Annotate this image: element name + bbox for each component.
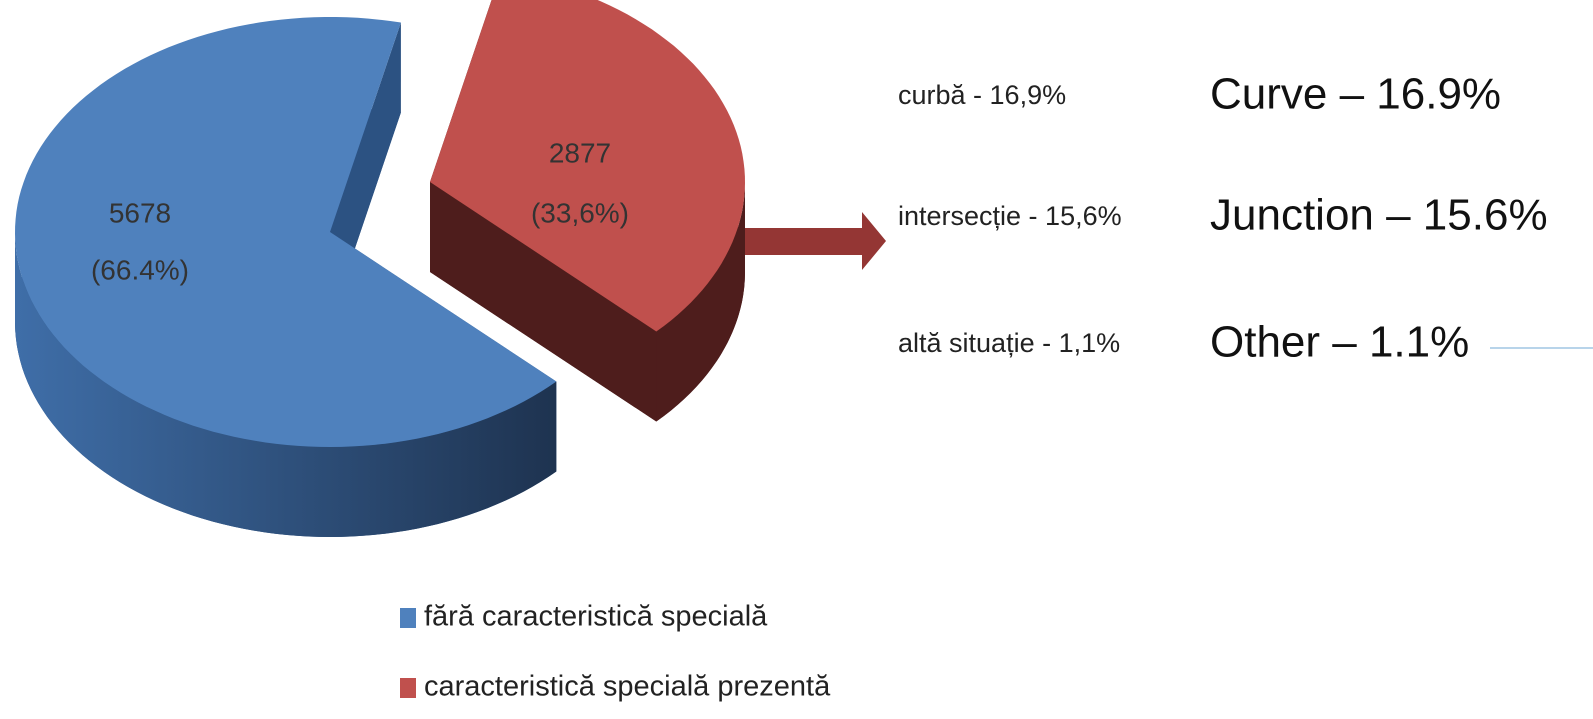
breakdown-label: altă situație - 1,1%: [898, 328, 1120, 358]
breakdown-translation: Junction – 15.6%: [1210, 191, 1548, 240]
legend-swatch: [400, 678, 416, 698]
slice-group: [430, 0, 745, 422]
pie-slice: [430, 0, 745, 332]
data-label: 2877: [549, 137, 611, 168]
slice-cut-face: [430, 182, 657, 422]
data-label: 5678: [109, 197, 171, 228]
slice-group: [15, 17, 557, 537]
pie-slice: [15, 17, 557, 447]
breakdown-translation: Other – 1.1%: [1210, 318, 1469, 367]
breakdown-label: curbă - 16,9%: [898, 80, 1066, 110]
breakdown-translation: Curve – 16.9%: [1210, 70, 1501, 119]
slice-wall: [15, 232, 557, 537]
arrow: [725, 212, 886, 270]
legend-swatch: [400, 608, 416, 628]
breakdown-label: intersecție - 15,6%: [898, 201, 1122, 231]
slice-wall: [656, 182, 745, 422]
legend-label: fără caracteristică specială: [424, 601, 768, 633]
legend-label: caracteristică specială prezentă: [424, 671, 831, 703]
percentage-label: (66.4%): [91, 254, 189, 285]
percentage-label: (33,6%): [531, 197, 629, 228]
